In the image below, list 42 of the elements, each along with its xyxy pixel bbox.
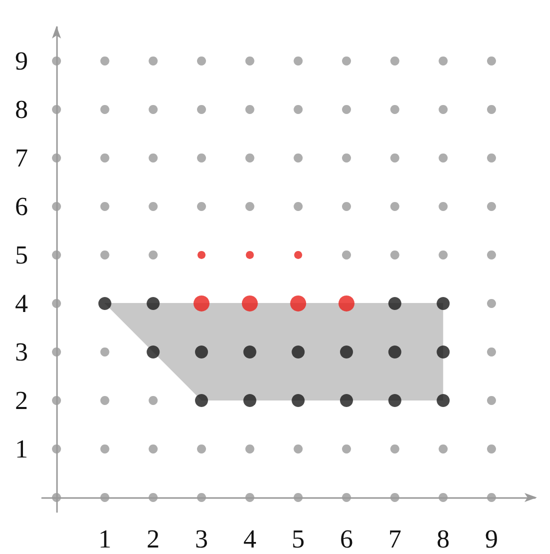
point — [436, 345, 450, 358]
y-tick-label: 2 — [15, 386, 28, 415]
x-tick-label: 8 — [436, 524, 450, 554]
point — [292, 394, 305, 407]
y-tick-label: 4 — [15, 288, 28, 318]
x-tick-label: 4 — [243, 524, 256, 554]
y-tick-label: 7 — [15, 143, 28, 172]
point — [194, 295, 210, 312]
point — [340, 394, 353, 407]
point — [338, 295, 354, 312]
point — [242, 295, 258, 312]
y-tick-label: 8 — [15, 94, 28, 124]
point — [195, 394, 208, 407]
y-tick-label: 5 — [15, 240, 28, 270]
x-tick-label: 6 — [340, 524, 353, 554]
point — [146, 345, 160, 358]
point — [243, 394, 256, 407]
point — [294, 250, 302, 259]
point — [290, 295, 306, 312]
y-tick-label: 6 — [15, 192, 28, 221]
point — [98, 296, 112, 310]
x-tick-label: 2 — [146, 524, 160, 554]
x-tick-label: 1 — [98, 524, 112, 554]
y-tick-label: 1 — [15, 434, 28, 464]
point — [388, 296, 402, 310]
point — [436, 296, 450, 310]
point — [388, 394, 402, 407]
point — [246, 250, 254, 259]
x-tick-label: 3 — [195, 524, 208, 554]
x-tick-label: 9 — [485, 524, 498, 554]
point — [195, 345, 208, 358]
point — [340, 345, 353, 358]
point — [146, 296, 160, 310]
point — [292, 345, 305, 358]
point — [388, 345, 402, 358]
y-tick-label: 3 — [15, 337, 28, 366]
x-tick-label: 5 — [292, 524, 305, 554]
point — [198, 250, 206, 259]
point — [243, 345, 256, 358]
y-tick-label: 9 — [15, 46, 28, 76]
point — [436, 394, 450, 407]
x-tick-label: 7 — [388, 524, 402, 554]
